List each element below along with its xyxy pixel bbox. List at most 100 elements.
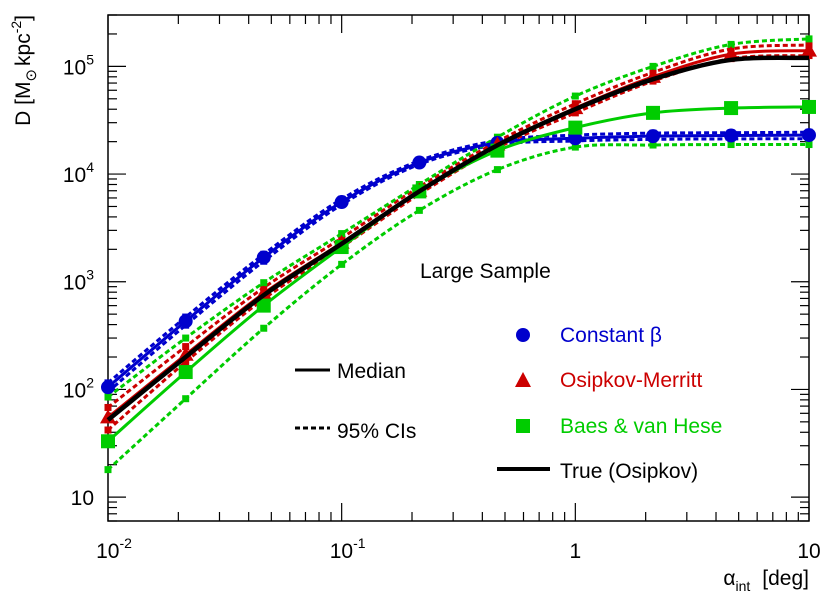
data-point-circle [334,195,349,210]
series-line-baes-van-hese-upper-95-ci [107,37,810,399]
data-point-square [646,105,661,120]
ci-point [338,230,346,238]
series-layer [100,35,817,474]
ci-point [182,395,190,403]
annotation-label: Large Sample [420,260,551,283]
y-axis-title: D [M⊙ kpc-2] [8,15,40,126]
x-tick-label: 10-1 [330,535,366,563]
legend-marker-circle [516,328,530,342]
data-point-circle [101,380,115,395]
legend: Constant β Osipkov-Merritt Baes & van He… [497,324,722,483]
y-axis-title-close: ] [12,15,35,21]
data-point-triangle [801,42,817,57]
data-point-circle [178,314,193,329]
y-tick-label-base: 10 [63,56,86,79]
plot-frame [107,14,810,522]
data-point-circle [802,128,816,143]
ci-point [182,343,190,351]
legend-entry-constant-beta: Constant β [560,324,662,347]
ci-point [182,334,190,342]
legend-marker-square [516,419,530,433]
data-point-triangle [100,409,116,424]
y-tick-label-base: 10 [63,164,86,187]
ci-point [104,466,112,474]
x-axis-title: αint [deg] [723,567,809,594]
data-point-square [724,101,739,116]
data-point-square [178,365,193,380]
y-axis-title-exponent: -2 [8,21,24,34]
data-point-square [256,298,271,313]
y-tick-label-exponent: 5 [86,51,94,67]
ci-point [104,403,112,411]
x-axis-title-subscript: int [735,578,750,594]
data-point-triangle [177,346,194,361]
series-line-constant-lower-95-ci [107,137,810,393]
data-point-triangle [723,46,740,61]
ci-point [727,141,735,149]
y-tick-label-base: 10 [63,272,86,295]
ci-point [260,279,268,287]
series-line-osipkov-merritt-lower-95-ci [107,54,810,432]
legend-entry-osipkov-merritt: Osipkov-Merritt [560,369,703,392]
x-tick-label-exponent: -2 [119,535,132,551]
x-tick-label: 10 [797,540,820,563]
series-line-constant [107,133,810,389]
x-tick-label-base: 1 [569,540,581,563]
y-tick-label: 104 [63,159,94,187]
x-axis-title-unit: [deg] [762,567,809,590]
ci-point [805,141,813,149]
ci-point [805,35,813,43]
x-axis-title-symbol: α [723,567,735,590]
legend-marker-triangle [515,372,531,387]
x-tick-label-base: 10 [96,540,119,563]
ci-point [338,260,346,268]
x-tick-label: 1 [569,540,581,563]
y-tick-label: 105 [63,51,94,79]
y-tick-label-exponent: 3 [86,267,94,283]
y-axis-title-main: D [M [12,82,35,126]
y-tick-label-base: 10 [63,379,86,402]
ci-key-label: 95% CIs [337,420,416,443]
ci-point [493,166,501,174]
axis-ticks [107,14,810,522]
series-line-osipkov-merritt [107,49,810,419]
ci-point [260,324,268,332]
data-point-circle [256,250,271,265]
y-tick-label: 102 [63,374,94,402]
series-line-osipkov-merritt-upper-95-ci [107,43,810,409]
ci-point [415,206,423,214]
y-tick-label: 10 [71,487,94,510]
line-key: Median 95% CIs [295,360,416,443]
data-point-square [568,120,583,135]
data-point-circle [646,129,661,144]
series-line-true-osipkov [106,55,810,422]
ci-point [571,143,579,151]
ci-point [182,358,190,366]
ci-point [649,141,657,149]
series-line-constant-upper-95-ci [107,130,810,385]
x-tick-label-base: 10 [797,540,820,563]
ci-point [571,92,579,100]
y-tick-label: 103 [63,267,94,295]
y-tick-label-exponent: 4 [86,159,94,175]
y-tick-label-base: 10 [71,487,94,510]
legend-entry-baes: Baes & van Hese [560,415,722,438]
y-axis-title-unit: kpc [12,33,35,66]
data-point-square [101,434,115,449]
x-tick-label-exponent: -1 [353,535,366,551]
legend-entry-true: True (Osipkov) [560,460,698,483]
x-tick-label: 10-2 [96,535,132,563]
y-axis-title-sun-symbol: ⊙ [23,69,40,82]
median-key-label: Median [337,360,406,383]
x-tick-label-base: 10 [330,540,353,563]
ci-point [104,393,112,401]
data-point-circle [412,155,427,170]
ci-point [104,426,112,434]
data-point-circle [568,131,583,146]
x-tick-labels: 10-2 10-1 1 10 [96,535,821,563]
ci-point [727,40,735,48]
y-tick-label-exponent: 2 [86,374,94,390]
data-point-square [802,99,816,114]
